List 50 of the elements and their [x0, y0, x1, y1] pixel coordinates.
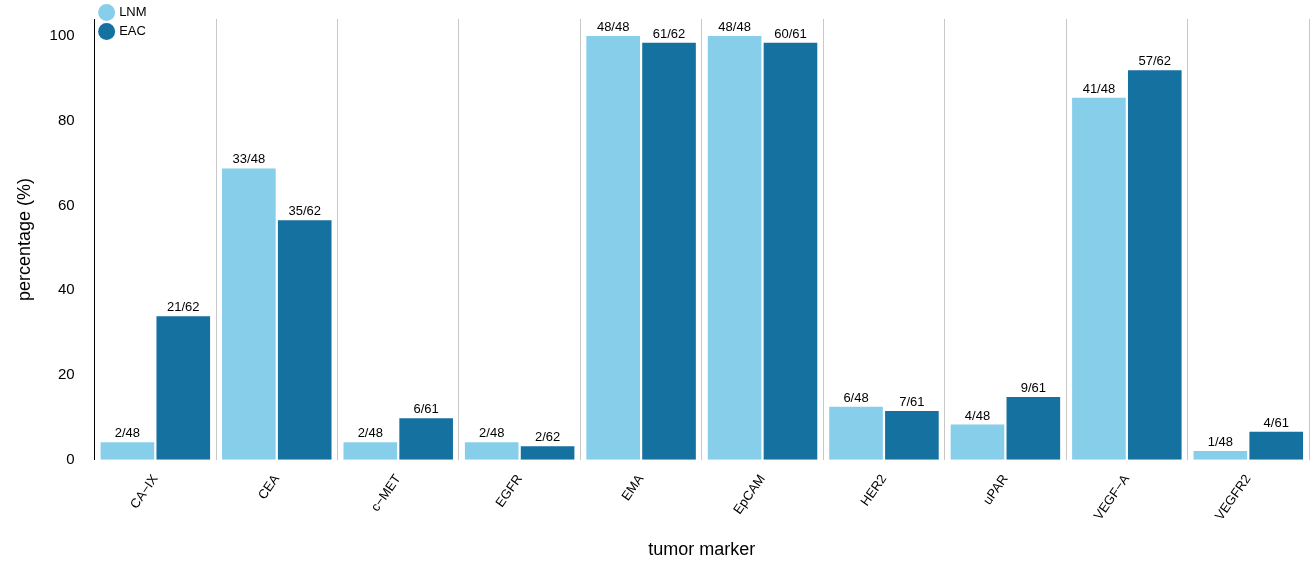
data-label: 35/62	[288, 203, 321, 219]
bar	[642, 42, 696, 460]
data-label: 1/48	[1207, 434, 1234, 450]
data-label: 21/62	[167, 299, 200, 315]
bar	[763, 42, 818, 460]
data-label: 57/62	[1138, 53, 1172, 69]
bar	[586, 35, 640, 460]
legend-label: EAC	[119, 23, 146, 39]
data-label: 2/48	[114, 425, 141, 441]
data-label: 2/62	[534, 429, 561, 445]
data-label: 6/61	[413, 401, 439, 417]
data-label: 6/48	[843, 389, 869, 405]
x-axis-title: tumor marker	[648, 539, 756, 560]
y-tick-label: 80	[57, 110, 75, 128]
data-label: 7/61	[899, 394, 925, 410]
bar	[829, 406, 883, 460]
bar	[520, 446, 575, 460]
bar	[156, 316, 211, 460]
bar	[1127, 70, 1182, 460]
legend-label: LNM	[119, 4, 147, 20]
data-label: 4/48	[964, 407, 991, 423]
bar	[343, 442, 398, 460]
bar	[1249, 431, 1304, 460]
data-label: 41/48	[1082, 80, 1116, 96]
data-label: 9/61	[1020, 380, 1046, 396]
bar	[950, 424, 1005, 460]
data-label: 2/48	[479, 425, 505, 441]
y-tick-label: 0	[66, 449, 75, 467]
data-label: 48/48	[718, 19, 751, 35]
y-axis-title: percentage (%)	[13, 177, 34, 301]
data-label: 2/48	[357, 425, 383, 441]
data-label: 61/62	[652, 25, 686, 41]
bar	[1072, 97, 1126, 460]
bar	[885, 411, 939, 460]
bar	[399, 418, 453, 460]
y-tick-label: 60	[57, 195, 75, 213]
y-tick-label: 100	[49, 26, 75, 44]
data-label: 60/61	[774, 25, 807, 41]
data-label: 4/61	[1263, 414, 1289, 430]
y-tick-label: 40	[57, 280, 75, 298]
bar	[464, 442, 519, 460]
data-label: 48/48	[596, 19, 630, 35]
bar	[100, 442, 155, 460]
bar	[1193, 451, 1248, 460]
bar	[1006, 397, 1061, 460]
y-tick-label: 20	[57, 365, 75, 383]
bar	[707, 35, 762, 460]
bar	[277, 220, 332, 460]
bar	[222, 168, 276, 460]
data-label: 33/48	[232, 151, 266, 167]
